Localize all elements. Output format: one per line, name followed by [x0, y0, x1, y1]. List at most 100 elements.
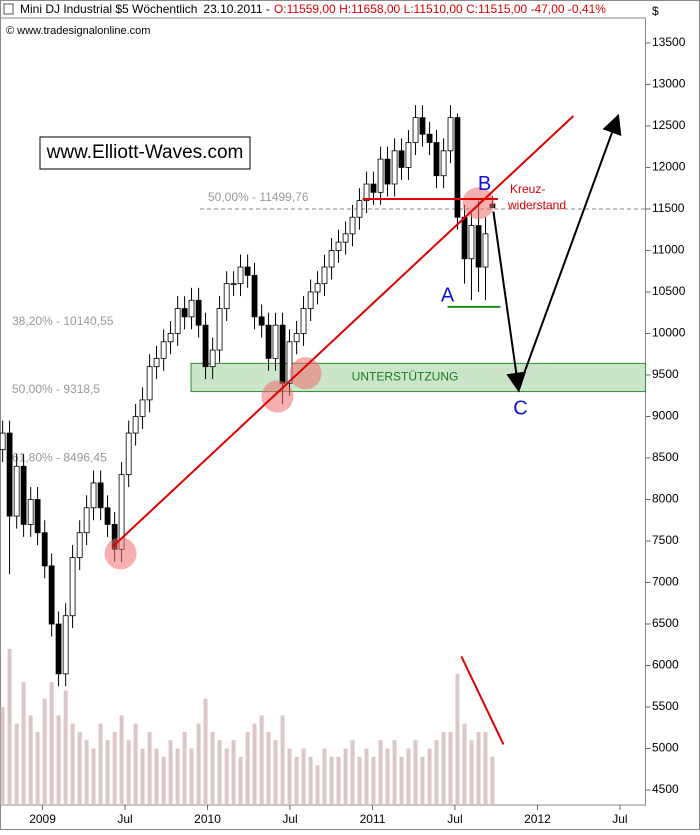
- y-tick-label: 13500: [652, 35, 686, 49]
- resistance-label: widerstand: [507, 198, 566, 212]
- highlight-circle: [104, 537, 137, 570]
- candle-body: [342, 233, 349, 243]
- volume-bar: [441, 731, 446, 805]
- watermark-box: [39, 136, 251, 170]
- y-tick-label: 12500: [652, 118, 686, 132]
- volume-bar: [98, 723, 103, 805]
- candle-body: [6, 432, 13, 517]
- volume-bar: [42, 698, 47, 805]
- volume-bar: [490, 756, 495, 805]
- volume-bar: [469, 740, 474, 805]
- candle-body: [34, 499, 41, 534]
- header-name: Mini DJ Industrial $5 Wöchentlich: [20, 2, 197, 16]
- volume-bar: [189, 748, 194, 805]
- y-tick-label: 11500: [652, 201, 685, 215]
- volume-bar: [427, 748, 432, 805]
- fib-label: 50,00% - 11499,76: [208, 190, 309, 204]
- candle-body: [76, 532, 83, 559]
- highlight-circle: [261, 380, 294, 413]
- volume-bar: [301, 748, 306, 805]
- volume-bar: [378, 740, 383, 805]
- volume-bar: [448, 731, 453, 805]
- x-tick-label: Jul: [282, 812, 297, 826]
- volume-bar: [126, 740, 131, 805]
- volume-bar: [483, 731, 488, 805]
- x-tick-label: 2012: [524, 812, 551, 826]
- candle-body: [384, 158, 391, 185]
- volume-bar: [399, 756, 404, 805]
- candle-body: [125, 432, 132, 475]
- header: Mini DJ Industrial $5 Wöchentlich 23.10.2…: [20, 2, 606, 16]
- candle-body: [153, 357, 160, 368]
- candle-body: [272, 324, 279, 359]
- volume-bar: [147, 731, 152, 805]
- candle-body: [195, 299, 202, 326]
- candle-body: [440, 150, 447, 177]
- candle-body: [314, 283, 321, 293]
- watermark: www.Elliott-Waves.com: [46, 142, 244, 163]
- candle-body: [468, 225, 475, 260]
- y-tick-label: 8500: [652, 450, 679, 464]
- candle-body: [251, 274, 258, 318]
- y-tick-label: 7000: [652, 575, 679, 589]
- candle-body: [447, 117, 454, 152]
- volume-bar: [182, 731, 187, 805]
- volume-bar: [385, 748, 390, 805]
- volume-bar: [357, 756, 362, 805]
- wave-label: C: [513, 397, 527, 419]
- y-tick-label: 7500: [652, 533, 679, 547]
- candle-body: [90, 482, 97, 509]
- candle-body: [405, 142, 412, 168]
- volume-bar: [252, 723, 257, 805]
- volume-bar: [392, 740, 397, 805]
- candle-body: [62, 615, 69, 675]
- volume-bar: [336, 756, 341, 805]
- candle-body: [475, 225, 482, 268]
- y-tick-label: 9000: [652, 409, 679, 423]
- candle-body: [377, 158, 384, 193]
- volume-bar: [21, 682, 26, 805]
- candle-body: [391, 150, 398, 185]
- wave-label: A: [441, 284, 455, 306]
- fib-label: 38,20% - 10140,55: [12, 314, 114, 328]
- candle-body: [433, 142, 440, 177]
- candle-body: [132, 416, 139, 434]
- volume-bar: [224, 748, 229, 805]
- volume-bar: [105, 740, 110, 805]
- volume-bar: [84, 740, 89, 805]
- y-tick-label: 10000: [652, 326, 686, 340]
- candle-body: [419, 117, 426, 135]
- volume-bar: [49, 682, 54, 805]
- candle-body: [482, 233, 489, 268]
- volume-bar: [294, 756, 299, 805]
- volume-bar: [133, 723, 138, 805]
- volume-bar: [273, 740, 278, 805]
- candle-body: [55, 623, 62, 675]
- y-tick-label: 6000: [652, 658, 679, 672]
- y-tick-label: 11000: [652, 243, 685, 257]
- candle-body: [181, 308, 188, 318]
- candle-body: [48, 565, 55, 625]
- candle-body: [20, 465, 27, 525]
- plot-layer: 4500 5000 5500 6000 6500 7000 7500 8000 8500 9000…: [0, 35, 686, 826]
- volume-bar: [266, 731, 271, 805]
- volume-bar: [168, 740, 173, 805]
- volume-bar: [196, 723, 201, 805]
- volume-bar: [371, 756, 376, 805]
- candle-body: [237, 266, 244, 285]
- volume-bar: [91, 748, 96, 805]
- candle-body: [69, 557, 76, 617]
- candle-body: [160, 341, 167, 359]
- volume-bar: [364, 748, 369, 805]
- volume-bar: [203, 698, 208, 805]
- volume-bar: [217, 740, 222, 805]
- y-tick-label: 6500: [652, 616, 679, 630]
- candle-body: [27, 499, 34, 525]
- volume-bar: [434, 740, 439, 805]
- y-tick-label: 10500: [652, 284, 686, 298]
- candle-body: [104, 507, 111, 525]
- candle-body: [244, 266, 251, 276]
- copyright: © www.tradesignalonline.com: [6, 25, 150, 37]
- candle-body: [349, 216, 356, 235]
- candle-body: [83, 507, 90, 534]
